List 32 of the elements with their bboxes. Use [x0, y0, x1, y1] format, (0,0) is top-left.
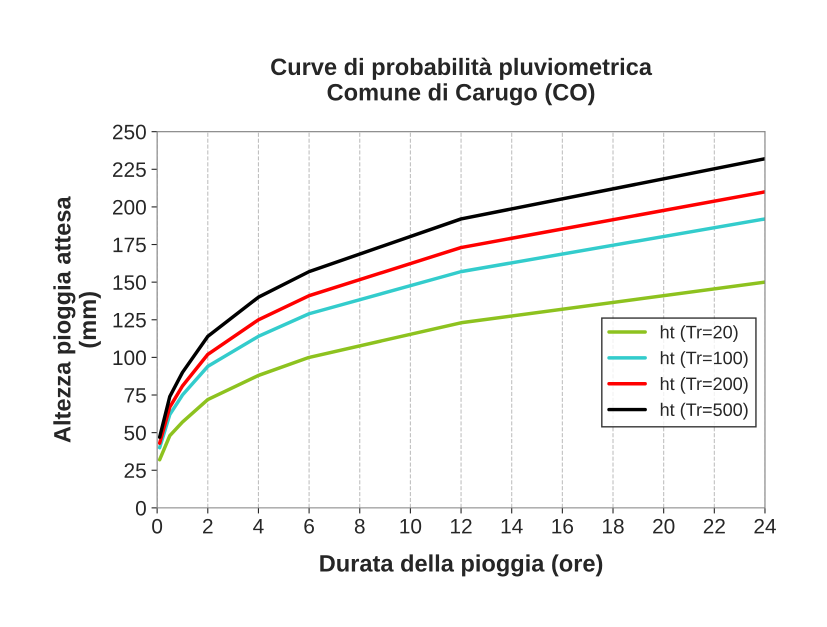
x-tick-label: 10: [400, 518, 422, 534]
y-tick-label: 25: [124, 463, 146, 478]
x-tick-label: 6: [304, 518, 314, 534]
y-tick-label: 75: [124, 388, 146, 403]
y-tick-label: 250: [113, 124, 146, 140]
y-tick-label: 225: [113, 162, 146, 178]
x-tick-label: 22: [704, 518, 725, 534]
y-tick-label: 125: [114, 312, 146, 328]
x-tick-label: 2: [203, 518, 213, 534]
x-tick-label: 8: [354, 518, 365, 534]
legend-label: ht (Tr=20): [660, 325, 738, 342]
y-tick-label: 175: [114, 238, 146, 252]
x-tick-label: 14: [502, 519, 523, 534]
y-tick-label: 100: [114, 350, 146, 366]
x-tick-label: 24: [754, 518, 776, 534]
x-tick-label: 12: [451, 518, 472, 534]
y-axis-title: Altezza pioggia attesa (mm): [53, 196, 101, 443]
y-tick-label: 200: [113, 200, 146, 215]
legend-label: ht (Tr=100): [660, 351, 748, 368]
x-tick-label: 20: [653, 518, 674, 534]
y-tick-label: 150: [114, 275, 146, 290]
x-tick-label: 18: [603, 518, 624, 534]
legend-label: ht (Tr=500): [660, 402, 748, 420]
x-axis-title: Durata della pioggia (ore): [320, 554, 602, 576]
line-series: [158, 280, 765, 462]
x-tick-label: 4: [253, 519, 264, 534]
legend-label: ht (Tr=200): [660, 376, 748, 394]
y-tick-label: 0: [136, 500, 146, 516]
x-tick-label: 16: [552, 518, 574, 534]
chart-title: Curve di probabilità pluviometrica Comune di Carugo (CO): [271, 58, 652, 106]
y-tick-label: 50: [124, 426, 146, 440]
x-tick-label: 0: [152, 518, 162, 534]
